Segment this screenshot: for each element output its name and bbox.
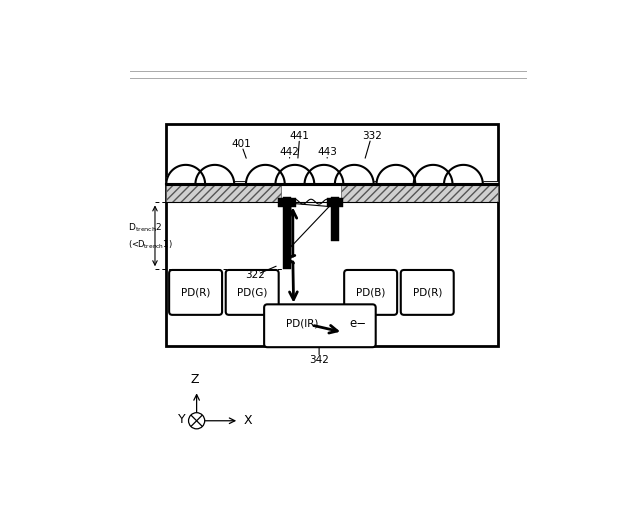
Text: 322: 322 (245, 270, 265, 280)
Bar (332, 197, 339, 241)
FancyBboxPatch shape (226, 270, 278, 315)
Bar (327, 198, 342, 207)
FancyBboxPatch shape (401, 270, 454, 315)
Polygon shape (376, 165, 415, 184)
Text: Z: Z (190, 373, 199, 386)
Text: PD(R): PD(R) (413, 287, 442, 297)
FancyBboxPatch shape (344, 270, 397, 315)
Polygon shape (291, 203, 329, 247)
Bar (166, 185, 281, 203)
Text: D$_{\mathrm{trench}}$2: D$_{\mathrm{trench}}$2 (128, 222, 163, 234)
Text: Y: Y (178, 413, 186, 426)
Bar (166, 182, 498, 185)
FancyBboxPatch shape (264, 304, 376, 347)
Text: 443: 443 (317, 147, 337, 157)
Text: 401: 401 (231, 139, 251, 149)
Text: PD(IR): PD(IR) (285, 319, 318, 329)
Text: 342: 342 (309, 355, 329, 365)
Text: PD(G): PD(G) (237, 287, 268, 297)
Text: PD(R): PD(R) (181, 287, 211, 297)
Polygon shape (335, 165, 374, 184)
Polygon shape (413, 165, 452, 184)
Bar (283, 197, 291, 269)
Polygon shape (305, 165, 344, 184)
Text: 442: 442 (280, 147, 300, 157)
Text: X: X (243, 414, 252, 427)
Polygon shape (166, 165, 205, 184)
Text: (<D$_{\mathrm{trench}}$1): (<D$_{\mathrm{trench}}$1) (128, 238, 173, 251)
Circle shape (189, 413, 205, 429)
Polygon shape (195, 165, 234, 184)
Text: PD(B): PD(B) (356, 287, 385, 297)
Polygon shape (246, 165, 285, 184)
Polygon shape (275, 165, 314, 184)
FancyBboxPatch shape (169, 270, 222, 315)
Text: 332: 332 (362, 131, 381, 141)
Bar (166, 124, 498, 346)
Bar (340, 185, 498, 203)
Text: 441: 441 (290, 131, 310, 141)
Polygon shape (444, 165, 483, 184)
Text: e−: e− (349, 318, 367, 330)
Bar (278, 198, 296, 207)
